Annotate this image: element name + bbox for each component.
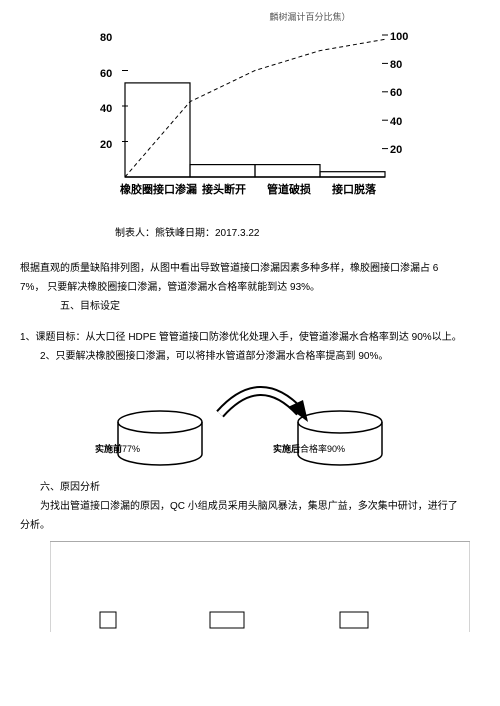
left-cyl-value: 77% <box>122 444 140 454</box>
box-frag-1 <box>100 612 116 628</box>
para6a: 为找出管道接口渗漏的原因，QC 小组成员采用头脑风暴法，集思广益，多次集中研讨，… <box>20 497 480 516</box>
ltick-40: 40 <box>100 103 112 115</box>
rtick-100: 100 <box>390 31 408 43</box>
bar-1 <box>125 83 190 177</box>
rtick-60: 60 <box>390 87 402 99</box>
rtick-20: 20 <box>390 144 402 156</box>
rtick-40: 40 <box>390 116 402 128</box>
ltick-60: 60 <box>100 68 112 80</box>
pareto-chart: 20 40 60 80 20 40 60 80 100 <box>90 27 420 202</box>
cat-2: 接头断开 <box>202 182 246 196</box>
goal2: 2、只要解决橡胶圈接口渗漏，可以将排水管道部分渗漏水合格率提高到 90%。 <box>20 347 480 366</box>
goal1: 1、课题目标：从大口径 HDPE 管管道接口防渗优化处理入手，使管道渗漏水合格率… <box>20 328 480 347</box>
heading-6: 六、原因分析 <box>20 478 480 497</box>
right-cyl-mid: 合格率 <box>300 444 327 454</box>
para1b: 7%， 只要解决橡胶圈接口渗漏，管道渗漏水合格率就能到达 93%。 <box>20 278 480 297</box>
rtick-80: 80 <box>390 59 402 71</box>
right-cyl-prefix: 实施后 <box>273 444 300 454</box>
cat-3: 管道破损 <box>267 182 311 196</box>
lower-diagram-frame <box>50 541 470 631</box>
heading-5: 五、目标设定 <box>20 297 480 316</box>
bar-2 <box>190 165 255 177</box>
chart-title: 麟树漏计百分比焦） <box>140 10 480 23</box>
ltick-80: 80 <box>100 32 112 44</box>
cylinder-diagram: 实施前77% 实施后合格率90% <box>50 374 450 474</box>
para6b: 分析。 <box>20 516 480 535</box>
right-cyl-top <box>298 411 382 433</box>
left-cyl-top <box>118 411 202 433</box>
cumulative-line <box>125 39 385 177</box>
bar-3 <box>255 165 320 177</box>
ltick-20: 20 <box>100 139 112 151</box>
box-frag-2 <box>210 612 244 628</box>
author-line: 制表人：熊铁峰日期：2017.3.22 <box>115 224 480 239</box>
right-cyl-value: 90% <box>327 444 345 454</box>
cat-1: 橡胶圈接口渗漏 <box>120 182 197 196</box>
cat-4: 接口脱落 <box>332 182 377 196</box>
left-cyl-prefix: 实施前 <box>95 444 122 454</box>
bar-4 <box>320 172 385 177</box>
box-frag-3 <box>340 612 368 628</box>
para1: 根据直观的质量缺陷排列图，从图中看出导致管道接口渗漏因素多种多样，橡胶圈接口渗漏… <box>20 259 480 278</box>
